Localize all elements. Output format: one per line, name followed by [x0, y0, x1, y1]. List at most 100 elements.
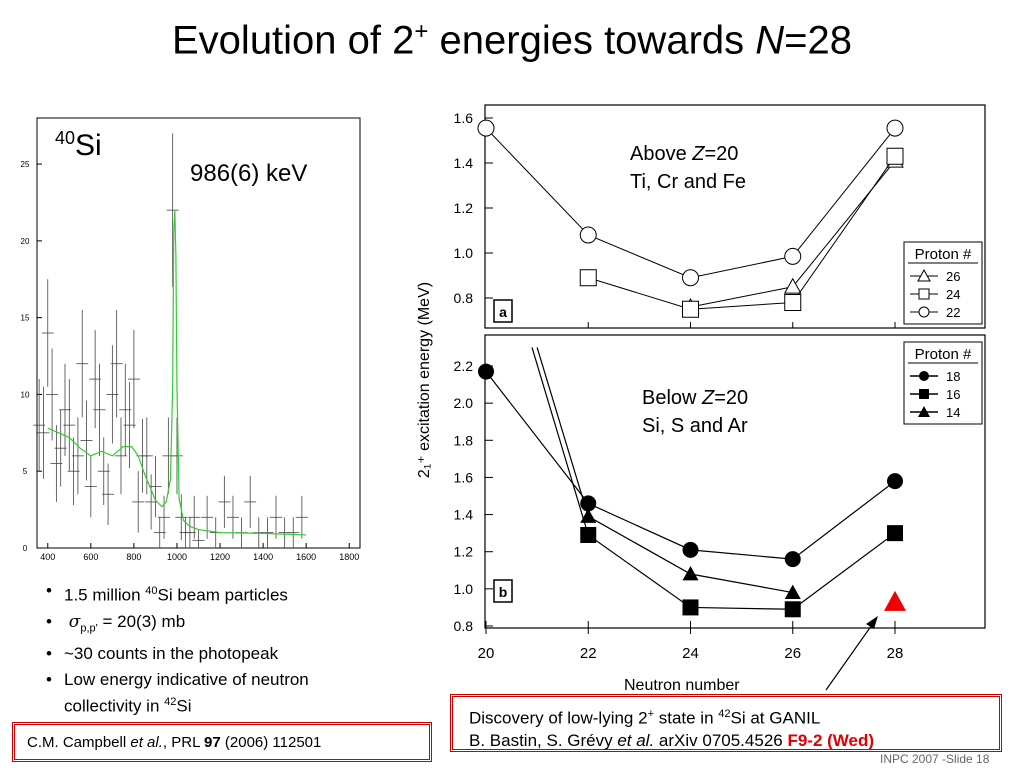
- ref-text: state in: [654, 708, 719, 728]
- data-point-14: [682, 566, 699, 581]
- y-tick-label: 1.4: [454, 507, 474, 523]
- panel-b-frame: [484, 334, 986, 629]
- data-point-18: [478, 363, 494, 380]
- data-point-14: [784, 584, 801, 599]
- bullet-item: σp,p' = 20(3) mb: [42, 611, 382, 639]
- x-tick-label: 1600: [296, 552, 316, 562]
- data-point-18: [682, 541, 699, 558]
- title-text: Evolution of 2: [172, 18, 415, 63]
- y-tick-label: 1.6: [454, 469, 474, 485]
- legend-marker: [918, 306, 930, 318]
- data-point-18: [784, 551, 801, 568]
- bastin-reference: Discovery of low-lying 2+ state in 42Si …: [450, 694, 1002, 752]
- data-point-16: [580, 527, 597, 543]
- legend-entry-label: 24: [946, 287, 960, 302]
- ref-journal: , PRL: [162, 734, 205, 751]
- above-post: =20: [704, 143, 739, 165]
- legend-marker: [918, 406, 930, 417]
- bullet-sup: 40: [145, 585, 158, 597]
- y-tick-label: 1.6: [454, 110, 474, 126]
- y-tick-label: 0.8: [454, 618, 474, 634]
- y-tick-label: 1.8: [454, 432, 474, 448]
- x-tick-label: 28: [887, 645, 904, 662]
- legend-entry-label: 22: [946, 305, 960, 320]
- legend-marker: [919, 371, 929, 381]
- series-line-14: [536, 347, 793, 594]
- bullet-text: Low energy indicative of neutron collect…: [64, 670, 309, 716]
- below-z: Z: [702, 387, 715, 409]
- legend-marker: [917, 268, 931, 282]
- x-tick-label: 20: [478, 645, 495, 662]
- panel-a-tag-box: [493, 299, 513, 323]
- legend-entry-label: 16: [946, 387, 960, 402]
- bullet-text: 1.5 million: [64, 585, 146, 605]
- legend-b-box: [903, 341, 983, 425]
- talk-reference: F9-2 (Wed): [787, 730, 875, 750]
- nucleus-label: 40Si: [55, 128, 102, 163]
- legend-b-title: Proton #: [915, 346, 972, 363]
- bullet-text: = 20(3) mb: [97, 611, 186, 631]
- y-tick-label: 15: [21, 314, 30, 323]
- below-post: =20: [714, 387, 749, 409]
- data-point-22: [682, 269, 699, 287]
- data-point-16: [784, 601, 801, 618]
- data-point-18: [887, 473, 903, 490]
- bullet-text: Si: [176, 696, 192, 716]
- below-pre: Below: [642, 387, 703, 409]
- legend-entry-label: 14: [946, 405, 960, 420]
- panel-a-frame: [484, 104, 986, 329]
- campbell-reference: C.M. Campbell et al., PRL 97 (2006) 1125…: [12, 722, 432, 762]
- above-elements: Ti, Cr and Fe: [630, 171, 746, 193]
- ref-text: Discovery of low-lying 2: [469, 708, 648, 728]
- legend-entry-label: 26: [946, 269, 960, 284]
- peak-label: 986(6) keV: [190, 160, 308, 187]
- title-text-suffix: =28: [784, 18, 852, 63]
- y-tick-label: 25: [21, 160, 30, 169]
- bullet-item: ~30 counts in the photopeak: [42, 643, 382, 665]
- y-tick-label: 0: [23, 544, 28, 553]
- y-tick-label: 10: [21, 390, 30, 399]
- legend-marker: [918, 288, 930, 300]
- bullet-text: Si beam particles: [157, 585, 288, 605]
- arrow-head: [866, 616, 878, 629]
- panel-b-tag: b: [499, 584, 508, 600]
- x-tick-label: 600: [83, 552, 98, 562]
- data-point-26: [783, 277, 802, 294]
- x-tick-label: 26: [784, 645, 801, 662]
- nucleus-mass: 40: [55, 128, 76, 148]
- bullet-sup: 42: [164, 696, 177, 709]
- ref-volume: 97: [204, 734, 221, 751]
- legend-entry-label: 18: [946, 369, 960, 384]
- data-point-22: [886, 119, 904, 137]
- data-point-42si: [884, 590, 906, 611]
- x-tick-label: 24: [682, 645, 699, 662]
- y-tick-label: 1.2: [454, 544, 474, 560]
- ref-etal: et al.: [130, 734, 163, 751]
- bullet-list: 1.5 million 40Si beam particles σp,p' = …: [42, 580, 382, 722]
- data-point-24: [886, 147, 904, 165]
- y-axis-label: 2₁⁺ excitation energy (MeV): [416, 281, 433, 479]
- slide-footer: INPC 2007 -Slide 18: [880, 752, 990, 766]
- y-tick-label: 1.2: [454, 200, 474, 216]
- x-tick-label: 1400: [253, 552, 273, 562]
- panel-a-tag: a: [499, 304, 507, 320]
- above-z20-label: Above Z=20 Ti, Cr and Fe: [630, 140, 746, 196]
- ref-sup: 42: [718, 708, 731, 720]
- y-tick-label: 20: [21, 237, 30, 246]
- legend-marker: [919, 389, 929, 399]
- ref-rest: (2006) 112501: [220, 734, 322, 751]
- data-point-18: [580, 495, 597, 512]
- ref-etal: et al.: [617, 730, 655, 750]
- x-tick-label: 1000: [167, 552, 187, 562]
- data-point-22: [579, 226, 597, 244]
- annotation-arrow: [825, 621, 875, 691]
- data-point-24: [784, 294, 802, 311]
- legend-a-title: Proton #: [915, 246, 972, 263]
- y-tick-label: 1.4: [454, 155, 474, 171]
- below-z20-label: Below Z=20 Si, S and Ar: [642, 384, 748, 440]
- x-tick-label: 22: [580, 645, 597, 662]
- x-axis-label: Neutron number: [624, 677, 740, 694]
- x-tick-label: 800: [126, 552, 141, 562]
